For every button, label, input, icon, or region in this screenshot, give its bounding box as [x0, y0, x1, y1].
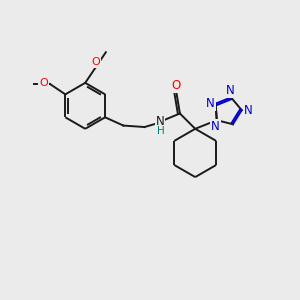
Text: N: N [226, 84, 235, 98]
Text: N: N [155, 115, 164, 128]
Text: O: O [171, 79, 180, 92]
Text: N: N [206, 97, 215, 110]
Text: H: H [158, 126, 165, 136]
Text: N: N [211, 120, 220, 133]
Text: O: O [91, 57, 100, 67]
Text: O: O [39, 78, 48, 88]
Text: N: N [244, 103, 253, 117]
